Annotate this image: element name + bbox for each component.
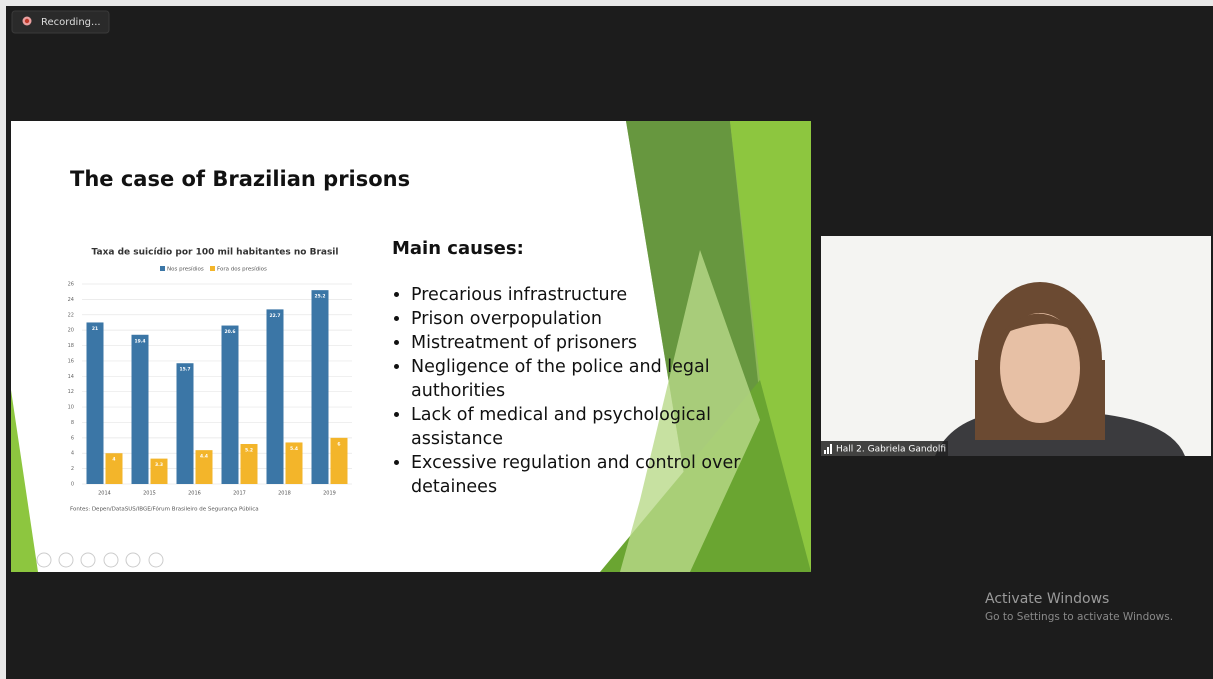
cause-item: Negligence of the police and legal autho… [411, 355, 756, 403]
y-tick-label: 24 [68, 297, 74, 303]
value-label: 3.3 [155, 462, 163, 468]
watermark-subtitle: Go to Settings to activate Windows. [985, 611, 1173, 623]
value-label: 20.6 [224, 329, 235, 335]
bar [222, 326, 239, 484]
video-tile: Hall 2. Gabriela Gandolfi [821, 236, 1211, 456]
signal-bar [827, 447, 829, 454]
recording-label: Recording... [41, 17, 101, 28]
bar [177, 363, 194, 484]
y-tick-label: 22 [68, 312, 74, 318]
legend-swatch [160, 266, 165, 271]
cause-item: Precarious infrastructure [411, 283, 756, 307]
y-tick-label: 12 [68, 389, 74, 395]
top-edge [0, 0, 1213, 6]
value-label: 4 [112, 457, 115, 463]
bar [132, 335, 149, 484]
y-tick-label: 10 [68, 405, 74, 411]
y-tick-label: 14 [68, 374, 74, 380]
value-label: 19.4 [134, 338, 145, 344]
y-tick-label: 8 [71, 420, 74, 426]
y-tick-label: 4 [71, 451, 74, 457]
cause-item: Prison overpopulation [411, 307, 756, 331]
cause-item: Excessive regulation and control over de… [411, 451, 756, 499]
y-tick-label: 0 [71, 482, 74, 488]
y-tick-label: 20 [68, 328, 74, 334]
causes-list: Precarious infrastructurePrison overpopu… [392, 283, 756, 499]
value-label: 22.7 [269, 313, 280, 319]
bar [267, 309, 284, 484]
chart-source: Fontes: Depen/DataSUS/IBGE/Fórum Brasile… [70, 506, 259, 513]
recording-dot-core [25, 19, 29, 23]
legend-label: Nos presídios [167, 266, 204, 273]
left-edge [0, 0, 6, 679]
page: Recording... The case of Brazilian priso… [0, 0, 1213, 679]
bar [87, 322, 104, 484]
x-tick-label: 2018 [278, 491, 291, 497]
x-tick-label: 2014 [98, 491, 111, 497]
slide-title: The case of Brazilian prisons [70, 167, 410, 191]
x-tick-label: 2019 [323, 491, 336, 497]
value-label: 15.7 [179, 367, 190, 373]
value-label: 25.2 [314, 294, 325, 300]
value-label: 4.4 [200, 454, 208, 460]
causes-block: Main causes: Precarious infrastructurePr… [392, 238, 762, 499]
value-label: 5.2 [245, 448, 253, 454]
legend-swatch [210, 266, 215, 271]
y-tick-label: 26 [68, 282, 74, 288]
cause-item: Mistreatment of prisoners [411, 331, 756, 355]
y-tick-label: 6 [71, 435, 74, 441]
cause-item: Lack of medical and psychological assist… [411, 403, 756, 451]
signal-bar [830, 444, 832, 454]
y-tick-label: 2 [71, 466, 74, 472]
legend-label: Fora dos presídios [217, 266, 267, 273]
watermark-title: Activate Windows [985, 591, 1109, 607]
value-label: 21 [92, 326, 98, 332]
x-tick-label: 2017 [233, 491, 246, 497]
value-label: 6 [337, 441, 340, 447]
y-tick-label: 16 [68, 358, 74, 364]
x-tick-label: 2016 [188, 491, 201, 497]
signal-bar [824, 450, 826, 454]
value-label: 5.4 [290, 446, 298, 452]
x-tick-label: 2015 [143, 491, 156, 497]
y-tick-label: 18 [68, 343, 74, 349]
chart-title: Taxa de suicídio por 100 mil habitantes … [92, 248, 339, 258]
bar [312, 290, 329, 484]
causes-heading: Main causes: [392, 238, 762, 259]
participant-name: Hall 2. Gabriela Gandolfi [836, 445, 946, 455]
